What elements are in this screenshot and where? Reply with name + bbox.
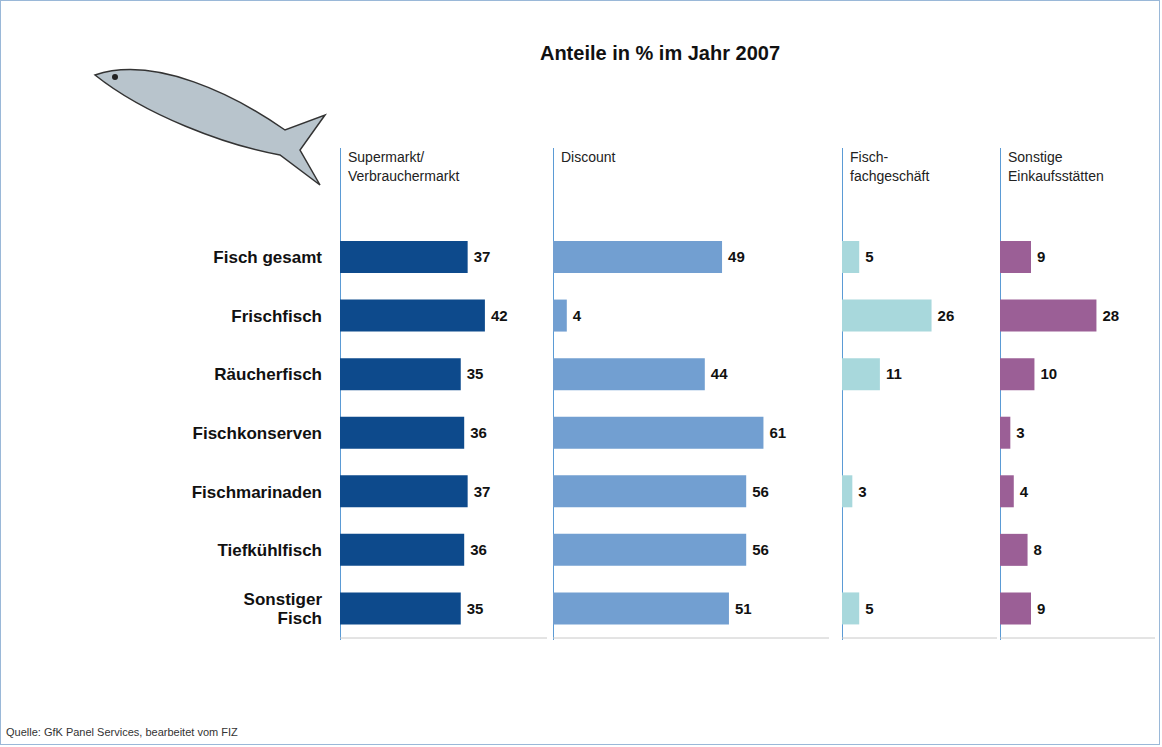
svg-text:8: 8 (1034, 541, 1042, 558)
svg-text:37: 37 (474, 483, 491, 500)
html-text:Sonstige: Sonstige (1008, 149, 1063, 165)
svg-text:3: 3 (1016, 424, 1024, 441)
html-text:Verbrauchermarkt: Verbrauchermarkt (348, 168, 460, 184)
svg-text:5: 5 (865, 600, 873, 617)
svg-text:11: 11 (886, 365, 902, 382)
svg-text:9: 9 (1037, 600, 1045, 617)
svg-text:9: 9 (1037, 248, 1045, 265)
svg-text:37: 37 (474, 248, 491, 265)
svg-text:56: 56 (752, 483, 769, 500)
html-text:Fisch-: Fisch- (850, 149, 889, 165)
svg-text:26: 26 (938, 307, 955, 324)
svg-text:SonstigerFisch: SonstigerFisch (244, 590, 323, 628)
svg-text:56: 56 (752, 541, 769, 558)
html-text:fachgeschäft: fachgeschäft (850, 168, 930, 184)
svg-text:Fischmarinaden: Fischmarinaden (192, 482, 322, 501)
svg-text:3: 3 (858, 483, 866, 500)
svg-text:35: 35 (467, 365, 484, 382)
svg-text:10: 10 (1040, 365, 1057, 382)
html-text:Quelle: GfK Panel Services, be: Quelle: GfK Panel Services, bearbeitet v… (6, 726, 238, 738)
svg-text:36: 36 (470, 541, 487, 558)
svg-text:Räucherfisch: Räucherfisch (214, 365, 322, 384)
svg-text:Fischkonserven: Fischkonserven (193, 424, 322, 443)
html-text:Supermarkt/: Supermarkt/ (348, 149, 425, 165)
svg-text:61: 61 (769, 424, 786, 441)
svg-text:44: 44 (711, 365, 728, 382)
html-text:Einkaufsstätten: Einkaufsstätten (1008, 168, 1104, 184)
svg-text:51: 51 (735, 600, 752, 617)
svg-text:49: 49 (728, 248, 745, 265)
html-text:Discount: Discount (561, 149, 616, 165)
svg-text:4: 4 (1020, 483, 1029, 500)
html-text:Anteile in % im Jahr 2007: Anteile in % im Jahr 2007 (539, 42, 780, 64)
svg-text:Fisch gesamt: Fisch gesamt (213, 248, 322, 267)
svg-text:35: 35 (467, 600, 484, 617)
svg-text:4: 4 (573, 307, 582, 324)
svg-text:Tiefkühlfisch: Tiefkühlfisch (217, 541, 322, 560)
svg-text:36: 36 (470, 424, 487, 441)
svg-text:28: 28 (1102, 307, 1119, 324)
svg-text:5: 5 (865, 248, 873, 265)
svg-text:Frischfisch: Frischfisch (231, 306, 322, 325)
svg-text:42: 42 (491, 307, 508, 324)
